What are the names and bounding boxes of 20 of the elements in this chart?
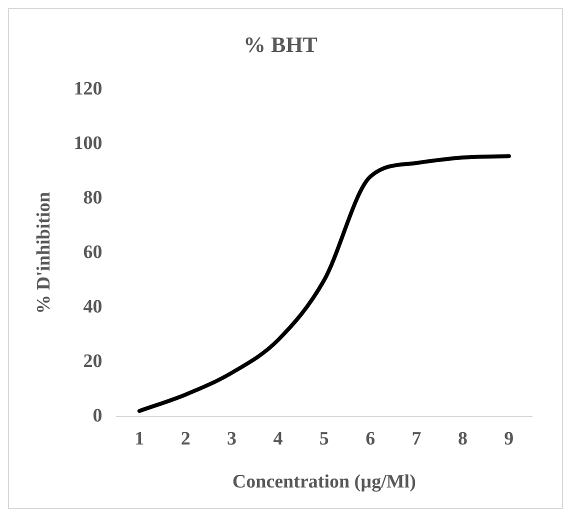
y-tick-label: 0 (92, 405, 102, 426)
x-tick-label: 4 (273, 428, 284, 450)
x-tick-label: 6 (366, 428, 376, 450)
line-series (137, 154, 511, 413)
y-tick-label: 40 (83, 296, 102, 318)
y-tick-label: 120 (74, 78, 102, 100)
x-tick-label: 8 (458, 428, 468, 450)
x-tick-label: 7 (412, 428, 422, 450)
y-axis-title: % D'inhibition (33, 191, 54, 314)
y-tick-label: 100 (74, 132, 102, 154)
x-tick-label: 2 (180, 428, 190, 450)
y-tick-label: 20 (83, 350, 102, 372)
x-tick-label: 3 (227, 428, 237, 450)
x-tick-label: 9 (504, 428, 514, 450)
y-tick-label: 60 (83, 242, 102, 263)
x-axis-title: Concentration (µg/Ml) (232, 472, 416, 493)
y-tick-label: 80 (83, 187, 102, 208)
x-tick-label: 1 (134, 428, 144, 450)
x-tick-label: 5 (319, 428, 329, 450)
chart-title: % BHT (244, 32, 318, 57)
